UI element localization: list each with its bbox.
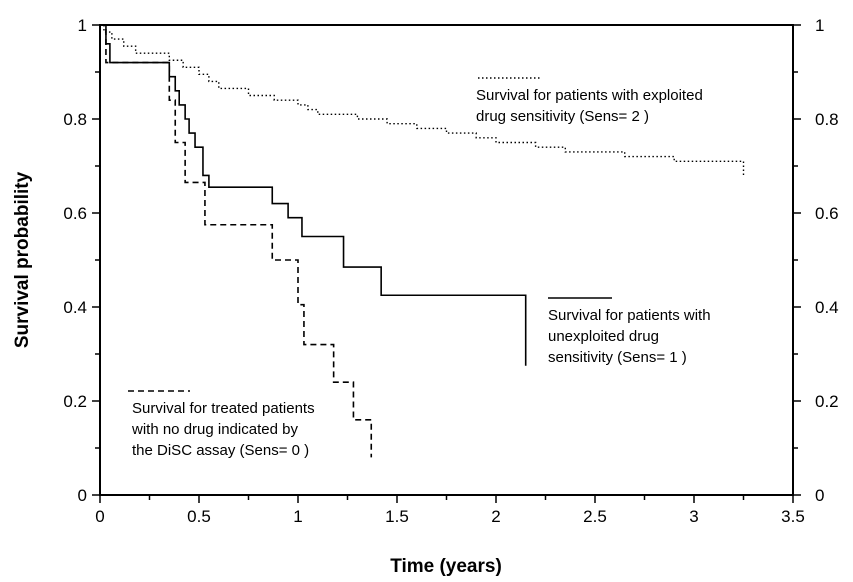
series-line-solid <box>100 24 527 366</box>
y-tick-label-left: 1 <box>78 16 87 35</box>
series-line-dashed <box>100 24 373 458</box>
legend-text-line: with no drug indicated by <box>131 421 298 438</box>
legend-text-line: Survival for patients with <box>548 307 711 324</box>
x-tick-label: 0.5 <box>187 507 211 526</box>
y-tick-label-left: 0 <box>78 486 87 505</box>
legend-entry-dotted: Survival for patients with exploited drug… <box>476 77 703 125</box>
legend-text-line: sensitivity (Sens= 1 ) <box>548 349 687 366</box>
y-tick-label-right: 0.6 <box>815 204 839 223</box>
x-tick-label: 0 <box>95 507 104 526</box>
y-tick-label-right: 0.4 <box>815 298 839 317</box>
x-tick-label: 2.5 <box>583 507 607 526</box>
y-tick-label-left: 0.2 <box>63 392 87 411</box>
y-tick-label-right: 0.8 <box>815 110 839 129</box>
legend-text-line: drug sensitivity (Sens= 2 ) <box>476 108 649 125</box>
legend-entry-solid: Survival for patients with unexploited dr… <box>548 297 711 366</box>
y-tick-label-left: 0.8 <box>63 110 87 129</box>
x-tick-label: 3.5 <box>781 507 805 526</box>
y-tick-label-left: 0.4 <box>63 298 87 317</box>
legend-group: Survival for patients with exploited drug… <box>128 77 711 459</box>
y-tick-label-right: 0.2 <box>815 392 839 411</box>
legend-text-line: Survival for treated patients <box>132 400 315 417</box>
y-tick-label-left: 0.6 <box>63 204 87 223</box>
y-axis-title: Survival probability <box>12 171 33 348</box>
y-tick-label-right: 0 <box>815 486 824 505</box>
x-tick-label: 3 <box>689 507 698 526</box>
series-line-dotted <box>100 24 745 176</box>
y-tick-label-right: 1 <box>815 16 824 35</box>
legend-text-line: unexploited drug <box>548 328 659 345</box>
x-tick-label: 2 <box>491 507 500 526</box>
legend-entry-dashed: Survival for treated patients with no dru… <box>128 390 315 459</box>
x-axis-title: Time (years) <box>390 556 502 577</box>
x-tick-label: 1 <box>293 507 302 526</box>
axis-ticks <box>92 24 801 503</box>
axis-tick-labels: 0 0.5 1 1.5 2 2.5 3 3.5 0 0.2 0.4 0.6 0.8 1 0 0.2 0.4 0.6… <box>63 16 838 526</box>
legend-text-line: the DiSC assay (Sens= 0 ) <box>132 442 309 459</box>
x-tick-label: 1.5 <box>385 507 409 526</box>
series-lines <box>100 24 745 458</box>
legend-text-line: Survival for patients with exploited <box>476 87 703 104</box>
